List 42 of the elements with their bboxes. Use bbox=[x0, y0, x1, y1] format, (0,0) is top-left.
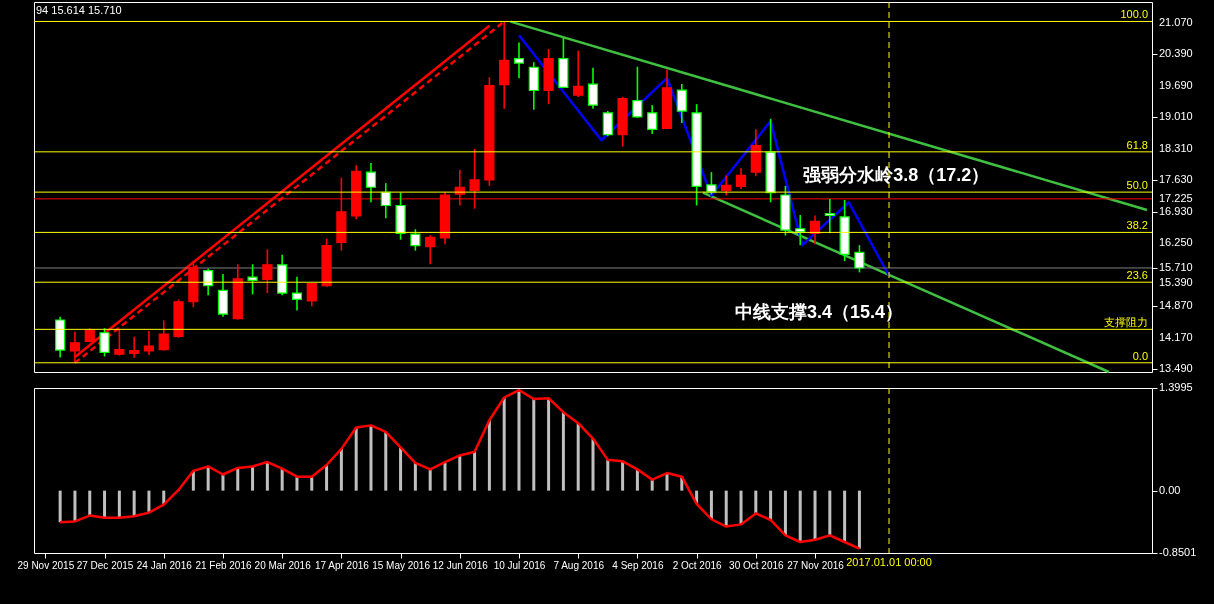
x-tick-label: 12 Jun 2016 bbox=[432, 559, 489, 571]
y-tick-label: 21.070 bbox=[1159, 16, 1193, 29]
ref-line-label: 0.0 bbox=[1132, 349, 1148, 362]
y-tick-label: 14.870 bbox=[1159, 299, 1193, 312]
x-tick-label: 2 Oct 2016 bbox=[672, 559, 723, 571]
y-tick-label: 15.710 bbox=[1159, 260, 1193, 273]
x-tick-label: 4 Sep 2016 bbox=[612, 559, 664, 571]
x-tick-label: 27 Nov 2016 bbox=[787, 559, 845, 571]
y-tick-label: 16.930 bbox=[1159, 205, 1193, 218]
ref-line-label: 38.2 bbox=[1126, 219, 1148, 232]
x-tick-label: 27 Dec 2015 bbox=[76, 559, 134, 571]
x-tick-label: 10 Jul 2016 bbox=[493, 559, 546, 571]
y-tick-label: 20.390 bbox=[1159, 47, 1193, 60]
y-tick-label: 17.225 bbox=[1159, 191, 1193, 204]
y-tick-label: 16.250 bbox=[1159, 236, 1193, 249]
y-tick-label: 17.630 bbox=[1159, 173, 1193, 186]
ref-line-label: 50.0 bbox=[1126, 179, 1148, 192]
ref-line-label: 100.0 bbox=[1120, 8, 1148, 21]
annotation: 94 15.614 15.710 bbox=[36, 4, 122, 16]
y-tick-label: 14.170 bbox=[1159, 331, 1193, 344]
y-tick-label: 19.690 bbox=[1159, 79, 1193, 92]
x-tick-label: 29 Nov 2015 bbox=[17, 559, 75, 571]
annotation: 中线支撑3.4（15.4） bbox=[734, 301, 904, 322]
y-tick-label: 1.3995 bbox=[1159, 381, 1193, 393]
x-tick-label: 20 Mar 2016 bbox=[254, 559, 312, 571]
y-tick-label: 0.00 bbox=[1159, 483, 1181, 496]
y-tick-label: 13.490 bbox=[1159, 362, 1193, 375]
ref-line-label: 2017.01.01 00:00 bbox=[846, 556, 932, 568]
x-tick-label: 7 Aug 2016 bbox=[553, 559, 605, 571]
ref-line-label: 支撑阻力 bbox=[1104, 316, 1148, 329]
y-tick-label: 18.310 bbox=[1159, 142, 1193, 155]
x-tick-label: 17 Apr 2016 bbox=[314, 559, 370, 571]
x-tick-label: 24 Jan 2016 bbox=[136, 559, 193, 571]
ref-line-label: 61.8 bbox=[1126, 138, 1148, 151]
annotation: 强弱分水岭3.8（17.2） bbox=[803, 164, 990, 185]
ref-line-label: 23.6 bbox=[1126, 269, 1148, 282]
y-tick-label: 19.010 bbox=[1159, 110, 1193, 123]
x-tick-label: 30 Oct 2016 bbox=[729, 559, 784, 571]
y-tick-label: -0.8501 bbox=[1159, 546, 1197, 558]
x-tick-label: 21 Feb 2016 bbox=[195, 559, 252, 571]
x-tick-label: 15 May 2016 bbox=[372, 559, 431, 571]
y-tick-label: 15.390 bbox=[1159, 275, 1193, 288]
